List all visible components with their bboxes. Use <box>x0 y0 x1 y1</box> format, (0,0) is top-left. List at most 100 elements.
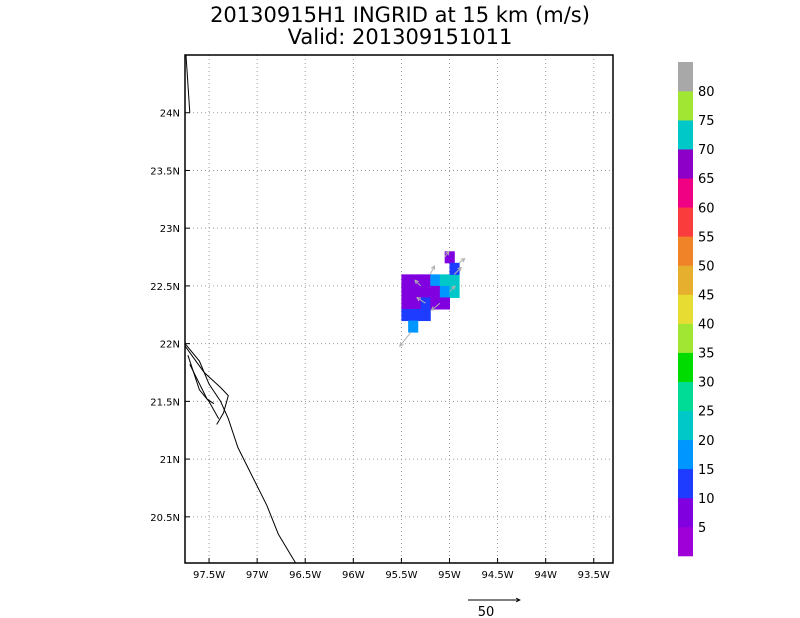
wind-vector <box>430 302 441 311</box>
wind-cell <box>449 274 460 287</box>
wind-cell <box>439 274 450 287</box>
wind-cell <box>420 297 431 310</box>
wind-vector-shaft <box>444 251 450 258</box>
x-tick-label: 96.5W <box>289 570 321 581</box>
colorbar-label: 10 <box>698 492 715 507</box>
wind-vector-shaft <box>449 285 456 293</box>
x-tick-label: 95W <box>438 570 461 581</box>
chart-title: 20130915H1 INGRID at 15 km (m/s) <box>210 3 590 27</box>
wind-vector-head <box>430 306 436 311</box>
colorbar-label: 5 <box>698 521 706 536</box>
wind-cell <box>401 274 412 287</box>
x-tick-label: 94.5W <box>482 570 514 581</box>
x-tick-label: 94W <box>534 570 557 581</box>
wind-vector <box>444 250 450 258</box>
wind-cell <box>430 274 441 287</box>
wind-cell <box>439 297 450 310</box>
colorbar-swatch <box>678 120 693 150</box>
colorbar-label: 35 <box>698 347 715 362</box>
wind-cell <box>449 285 460 298</box>
colorbar-swatch <box>678 62 693 92</box>
wind-cell <box>430 285 441 298</box>
x-tick-label: 95.5W <box>385 570 417 581</box>
wind-cell <box>411 297 422 310</box>
wind-vector-head <box>399 342 404 347</box>
wind-vector-head <box>460 257 466 263</box>
coastline-segment <box>184 345 229 425</box>
wind-cell <box>401 297 412 310</box>
y-tick-label: 24N <box>160 109 180 120</box>
colorbar-label: 20 <box>698 434 715 449</box>
wind-cell <box>430 297 441 310</box>
colorbar-swatch <box>678 323 693 353</box>
wind-vector <box>429 264 435 275</box>
colorbar-label: 40 <box>698 318 715 333</box>
wind-cell <box>444 251 455 264</box>
wind-cell <box>420 274 431 287</box>
y-tick-label: 21.5N <box>150 397 180 408</box>
reference-vector: 50 <box>468 597 521 618</box>
wind-cell <box>401 285 412 298</box>
wind-vector-head <box>445 250 450 256</box>
x-tick-label: 96W <box>342 570 365 581</box>
wind-vector <box>414 279 421 287</box>
wind-vector <box>458 257 466 264</box>
coastline-segment <box>189 364 215 405</box>
colorbar-label: 70 <box>698 143 715 158</box>
reference-arrow <box>468 597 521 603</box>
reference-arrow-head <box>516 597 521 603</box>
colorbar: 5 10 15 20 25 30 35 40 45 50 55 60 65 70 75 80 <box>678 62 715 557</box>
wind-speed-cells <box>401 251 460 333</box>
axis-ticks: 97.5W 97W 96.5W 96W 95.5W 95W 94.5W 94W 93.5W 20.… <box>150 109 610 581</box>
colorbar-swatch <box>678 439 693 470</box>
colorbar-label: 75 <box>698 114 715 129</box>
wind-cell <box>411 285 422 298</box>
wind-vector-head <box>416 297 422 302</box>
wind-vector-shaft <box>429 265 435 275</box>
wind-cell <box>420 309 431 322</box>
wind-vector-shaft <box>458 258 466 264</box>
wind-vectors <box>399 250 466 347</box>
y-tick-label: 22N <box>160 340 180 351</box>
colorbar-label: 45 <box>698 288 715 303</box>
y-tick-label: 23.5N <box>150 166 180 177</box>
reference-vector-label: 50 <box>478 605 495 618</box>
grid-lines <box>185 55 613 563</box>
colorbar-label: 50 <box>698 259 715 274</box>
colorbar-swatch <box>678 526 693 557</box>
y-tick-label: 20.5N <box>150 513 180 524</box>
colorbar-swatch <box>678 178 693 208</box>
colorbar-swatch <box>678 468 693 499</box>
coastline-segment <box>187 355 220 419</box>
y-tick-label: 22.5N <box>150 282 180 293</box>
colorbar-label: 80 <box>698 85 715 100</box>
wind-vector <box>399 331 412 347</box>
y-tick-label: 21N <box>160 455 180 466</box>
wind-vector <box>416 297 426 304</box>
wind-vector-shaft <box>416 297 426 304</box>
colorbar-swatch <box>678 236 693 266</box>
plot-frame <box>184 54 614 564</box>
wind-cell <box>411 309 422 322</box>
colorbar-swatch <box>678 381 693 412</box>
coastline-segment <box>184 343 297 564</box>
wind-vector <box>449 285 456 293</box>
y-tick-label: 23N <box>160 224 180 235</box>
colorbar-swatch <box>678 294 693 324</box>
wind-cell <box>401 309 412 322</box>
colorbar-swatch <box>678 265 693 295</box>
colorbar-label: 60 <box>698 201 715 216</box>
wind-vector <box>453 266 463 275</box>
coastline-segment <box>185 54 191 113</box>
colorbar-label: 65 <box>698 172 715 187</box>
colorbar-label: 30 <box>698 376 715 391</box>
colorbar-swatch <box>678 207 693 237</box>
wind-vector-head <box>457 266 463 272</box>
colorbar-swatch <box>678 497 693 528</box>
wind-cell <box>439 285 450 298</box>
wind-vector-head <box>430 264 435 270</box>
coastline <box>184 54 297 564</box>
wind-vector-shaft <box>414 279 421 287</box>
colorbar-swatch <box>678 91 693 121</box>
